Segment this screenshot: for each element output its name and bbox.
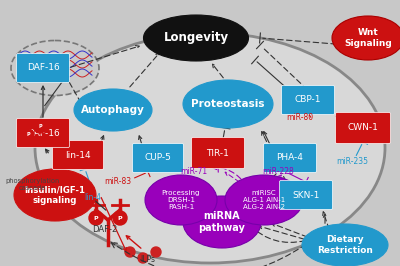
FancyArrowPatch shape	[130, 53, 159, 87]
Text: Wnt
Signaling: Wnt Signaling	[344, 28, 392, 48]
Circle shape	[138, 253, 148, 263]
Ellipse shape	[332, 16, 400, 60]
Text: lin-14: lin-14	[65, 151, 91, 160]
Text: P: P	[94, 215, 98, 221]
Text: miR-80: miR-80	[286, 114, 314, 123]
FancyBboxPatch shape	[280, 181, 332, 210]
Ellipse shape	[144, 15, 248, 61]
Text: Insulin/IGF-1
signaling: Insulin/IGF-1 signaling	[24, 185, 86, 205]
Ellipse shape	[225, 175, 303, 225]
FancyBboxPatch shape	[264, 143, 316, 172]
Text: PHA-4: PHA-4	[276, 153, 304, 163]
Ellipse shape	[183, 196, 261, 248]
FancyBboxPatch shape	[336, 113, 390, 143]
Text: miR-228: miR-228	[262, 168, 294, 177]
FancyBboxPatch shape	[132, 143, 184, 172]
FancyArrowPatch shape	[264, 132, 277, 159]
FancyArrowPatch shape	[41, 86, 45, 117]
Ellipse shape	[11, 40, 99, 95]
Ellipse shape	[74, 89, 152, 131]
FancyBboxPatch shape	[282, 85, 334, 114]
FancyArrowPatch shape	[63, 173, 106, 210]
Text: P: P	[118, 215, 122, 221]
Text: CUP-5: CUP-5	[144, 153, 172, 163]
Circle shape	[34, 121, 46, 133]
FancyArrowPatch shape	[101, 198, 126, 251]
Text: TIR-1: TIR-1	[206, 148, 230, 157]
FancyArrowPatch shape	[71, 45, 139, 67]
Text: P: P	[38, 124, 42, 130]
FancyArrowPatch shape	[259, 226, 304, 239]
Circle shape	[89, 211, 103, 225]
Text: Processing
DRSH-1
PASH-1: Processing DRSH-1 PASH-1	[162, 190, 200, 210]
FancyArrowPatch shape	[212, 64, 223, 78]
FancyBboxPatch shape	[192, 138, 244, 168]
FancyArrowPatch shape	[323, 214, 327, 232]
Ellipse shape	[183, 80, 273, 128]
Text: P: P	[26, 132, 30, 138]
Text: miR-71: miR-71	[180, 168, 208, 177]
Text: miRNA
pathway: miRNA pathway	[198, 211, 246, 233]
FancyArrowPatch shape	[46, 149, 49, 153]
Circle shape	[22, 129, 34, 141]
Ellipse shape	[302, 224, 388, 266]
FancyArrowPatch shape	[225, 172, 246, 186]
FancyArrowPatch shape	[272, 168, 282, 178]
FancyBboxPatch shape	[16, 118, 70, 148]
Text: lin-4: lin-4	[84, 193, 102, 202]
Text: CBP-1: CBP-1	[295, 95, 321, 105]
Text: miR-235: miR-235	[336, 157, 368, 167]
Text: Proteostasis: Proteostasis	[191, 99, 265, 109]
Text: Longevity: Longevity	[164, 31, 228, 44]
Ellipse shape	[145, 175, 217, 225]
FancyArrowPatch shape	[323, 212, 329, 229]
Text: Autophagy: Autophagy	[81, 105, 145, 115]
Ellipse shape	[35, 33, 385, 263]
Text: miRISC
ALG-1 AIN-1
ALG-2 AIN-2: miRISC ALG-1 AIN-1 ALG-2 AIN-2	[243, 190, 285, 210]
Text: DAF-16: DAF-16	[27, 64, 59, 73]
Text: DAF-2: DAF-2	[92, 226, 118, 235]
Text: miR-83: miR-83	[104, 177, 132, 186]
FancyArrowPatch shape	[199, 208, 202, 212]
FancyArrowPatch shape	[96, 136, 104, 155]
Circle shape	[113, 211, 127, 225]
FancyArrowPatch shape	[272, 223, 308, 237]
Text: SKN-1: SKN-1	[292, 190, 320, 200]
FancyArrowPatch shape	[272, 175, 282, 186]
Text: DAF-16: DAF-16	[27, 128, 59, 138]
Text: Dietary
Restriction: Dietary Restriction	[317, 235, 373, 255]
FancyArrowPatch shape	[282, 167, 286, 171]
FancyArrowPatch shape	[69, 82, 83, 106]
FancyBboxPatch shape	[16, 53, 70, 82]
FancyBboxPatch shape	[52, 140, 104, 169]
Text: ILPs: ILPs	[140, 256, 156, 264]
FancyArrowPatch shape	[262, 132, 294, 197]
Circle shape	[151, 247, 161, 257]
Text: phosphorylation
cascade: phosphorylation cascade	[5, 178, 59, 192]
Ellipse shape	[14, 169, 96, 221]
FancyArrowPatch shape	[126, 236, 141, 248]
Text: CWN-1: CWN-1	[348, 123, 378, 132]
FancyArrowPatch shape	[218, 198, 221, 202]
Circle shape	[125, 247, 135, 257]
FancyArrowPatch shape	[138, 136, 149, 168]
